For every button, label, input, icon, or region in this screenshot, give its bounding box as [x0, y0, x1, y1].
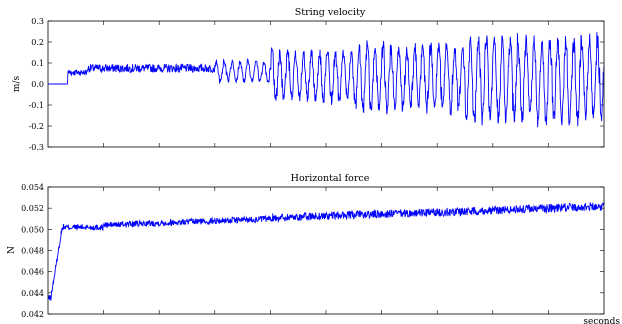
chart-title-velocity: String velocity [295, 7, 366, 18]
y-tick-label: 0.054 [21, 183, 44, 192]
series-line [47, 201, 605, 301]
chart-string-velocity: String velocity m/s 0.3 0.2 0.1 0.0 -0.1 -0.2… [12, 7, 605, 152]
series-line-force [47, 201, 605, 301]
y-tick-label: 0.044 [21, 289, 44, 298]
y-tick-label: -0.2 [29, 122, 44, 131]
y-tick-label: 0.046 [21, 268, 44, 277]
chart-title-force: Horizontal force [291, 173, 370, 184]
y-axis-label-velocity: m/s [12, 76, 22, 93]
y-tick-label: 0.0 [31, 80, 44, 89]
y-tick-labels-velocity: 0.3 0.2 0.1 0.0 -0.1 -0.2 -0.3 [29, 17, 44, 152]
series-line-velocity [48, 32, 605, 128]
series-line [48, 32, 605, 128]
y-tick-label: 0.2 [31, 38, 44, 47]
y-tick-label: 0.048 [21, 247, 44, 256]
y-tick-label: 0.1 [31, 59, 44, 68]
chart-horizontal-force: Horizontal force N 0.0540.0520.0500.0480… [7, 173, 620, 324]
y-tick-label: -0.3 [29, 143, 44, 152]
y-tick-labels-force: 0.054 0.052 0.050 0.048 0.046 0.044 0.042 [21, 183, 44, 319]
y-tick-label: 0.052 [21, 204, 44, 213]
plot-frame-force [47, 186, 605, 315]
y-tick-label: 0.3 [31, 17, 44, 26]
y-tick-label: 0.042 [21, 310, 44, 319]
y-tick-label: -0.1 [29, 101, 44, 110]
x-axis-label-force: seconds [583, 317, 620, 324]
y-axis-label-force: N [7, 246, 17, 254]
plot-frame-velocity [47, 20, 605, 148]
y-tick-label: 0.050 [21, 225, 44, 234]
